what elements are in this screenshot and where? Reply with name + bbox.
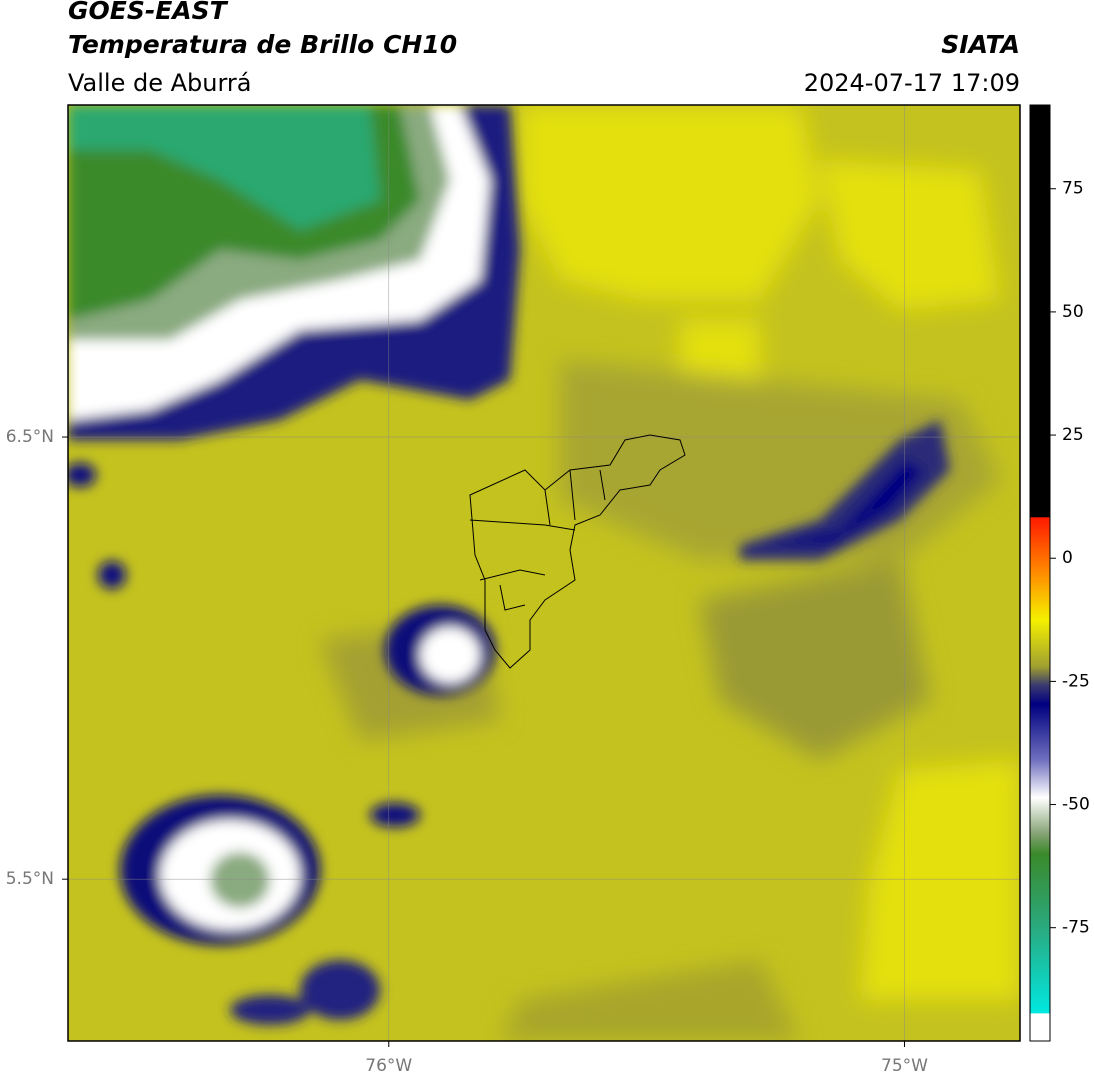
source: SIATA bbox=[941, 30, 1020, 59]
colorbar-label: -50 bbox=[1062, 795, 1090, 815]
colorbar bbox=[1029, 104, 1051, 1042]
colorbar-label: 0 bbox=[1062, 548, 1073, 568]
y-tick-label: 6.5°N bbox=[6, 427, 54, 447]
y-tick-label: 5.5°N bbox=[6, 869, 54, 889]
title: GOES-EAST bbox=[68, 0, 229, 25]
colorbar-label: 50 bbox=[1062, 302, 1084, 322]
colorbar-label: 75 bbox=[1062, 179, 1084, 199]
x-tick-label: 75°W bbox=[881, 1056, 928, 1076]
colorbar-label: 25 bbox=[1062, 425, 1084, 445]
colorbar-label: -75 bbox=[1062, 918, 1090, 938]
datetime: 2024-07-17 17:09 bbox=[804, 69, 1020, 97]
x-tick-label: 76°W bbox=[365, 1056, 412, 1076]
colorbar-label: -25 bbox=[1062, 671, 1090, 691]
municipal-boundaries bbox=[469, 434, 686, 669]
subtitle: Temperatura de Brillo CH10 bbox=[68, 30, 457, 59]
region: Valle de Aburrá bbox=[68, 69, 252, 97]
satellite-field bbox=[68, 105, 1020, 1041]
map-frame bbox=[67, 104, 1021, 1042]
